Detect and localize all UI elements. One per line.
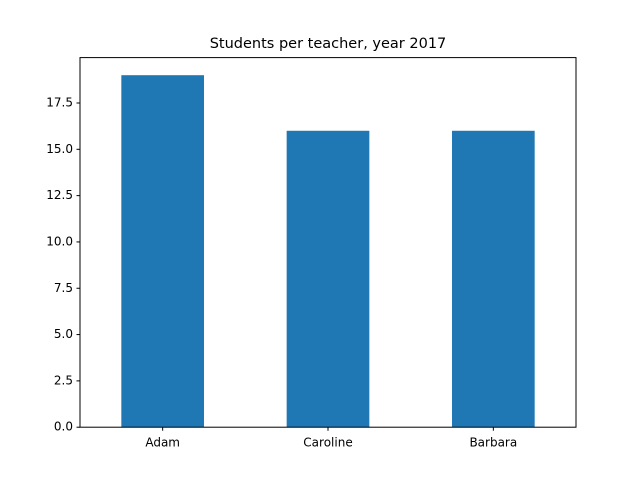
y-tick-label: 12.5 bbox=[46, 188, 73, 202]
y-tick-label: 7.5 bbox=[54, 281, 73, 295]
y-tick-label: 15.0 bbox=[46, 142, 73, 156]
x-tick-label: Caroline bbox=[303, 436, 352, 450]
y-tick-label: 2.5 bbox=[54, 373, 73, 387]
chart-title: Students per teacher, year 2017 bbox=[210, 36, 447, 52]
y-tick-label: 17.5 bbox=[46, 95, 73, 109]
x-tick-label: Adam bbox=[145, 436, 180, 450]
bar bbox=[121, 75, 204, 428]
y-tick-label: 0.0 bbox=[54, 420, 73, 434]
y-tick-label: 10.0 bbox=[46, 234, 73, 248]
x-tick-label: Barbara bbox=[469, 436, 517, 450]
plot-frame bbox=[79, 57, 577, 428]
bar bbox=[286, 130, 370, 428]
y-tick-label: 5.0 bbox=[54, 327, 73, 341]
bar bbox=[452, 130, 535, 428]
